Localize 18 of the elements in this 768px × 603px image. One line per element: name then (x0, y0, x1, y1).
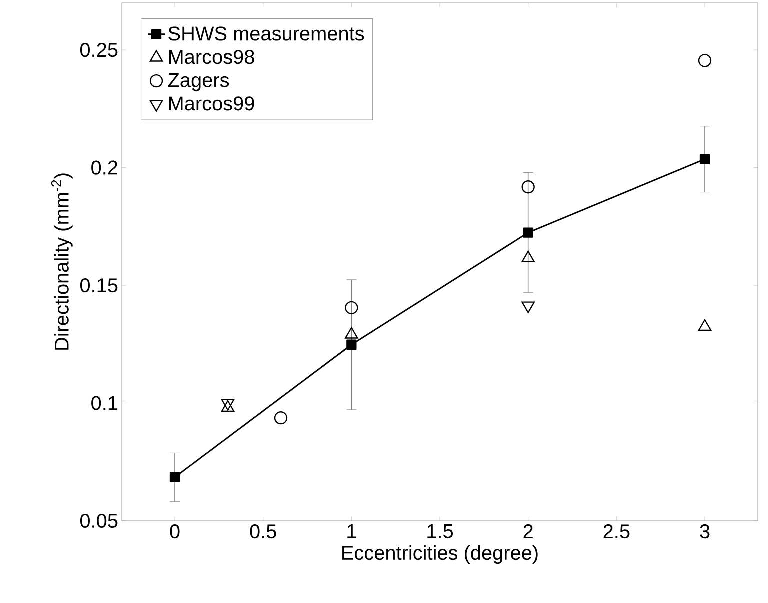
y-tick-label: 0.1 (92, 396, 118, 410)
x-tick-label: 1.5 (428, 524, 454, 538)
legend-label: Marcos99 (169, 96, 254, 111)
legend-label: Zagers (168, 73, 230, 92)
x-tick-label: 3 (700, 524, 710, 539)
x-axis-title: Eccentricities (degree) (342, 545, 538, 564)
y-tick-label: 0.2 (92, 160, 118, 175)
x-tick-label: 2.5 (604, 524, 630, 539)
x-tick-label: 0 (170, 524, 180, 539)
y-tick-label: 0.05 (80, 514, 118, 528)
x-tick-label: 0.5 (250, 524, 276, 539)
legend-label: Marcos98 (169, 50, 254, 64)
y-tick-label: 0.15 (80, 278, 118, 293)
y-tick-label: 0.25 (80, 43, 118, 58)
x-tick-label: 1 (348, 524, 356, 538)
y-axis-title: Directionality (mm$^{-2}$) (51, 174, 73, 350)
legend-label: SHWS measurements (168, 26, 364, 41)
x-tick-label: 2 (524, 524, 533, 538)
